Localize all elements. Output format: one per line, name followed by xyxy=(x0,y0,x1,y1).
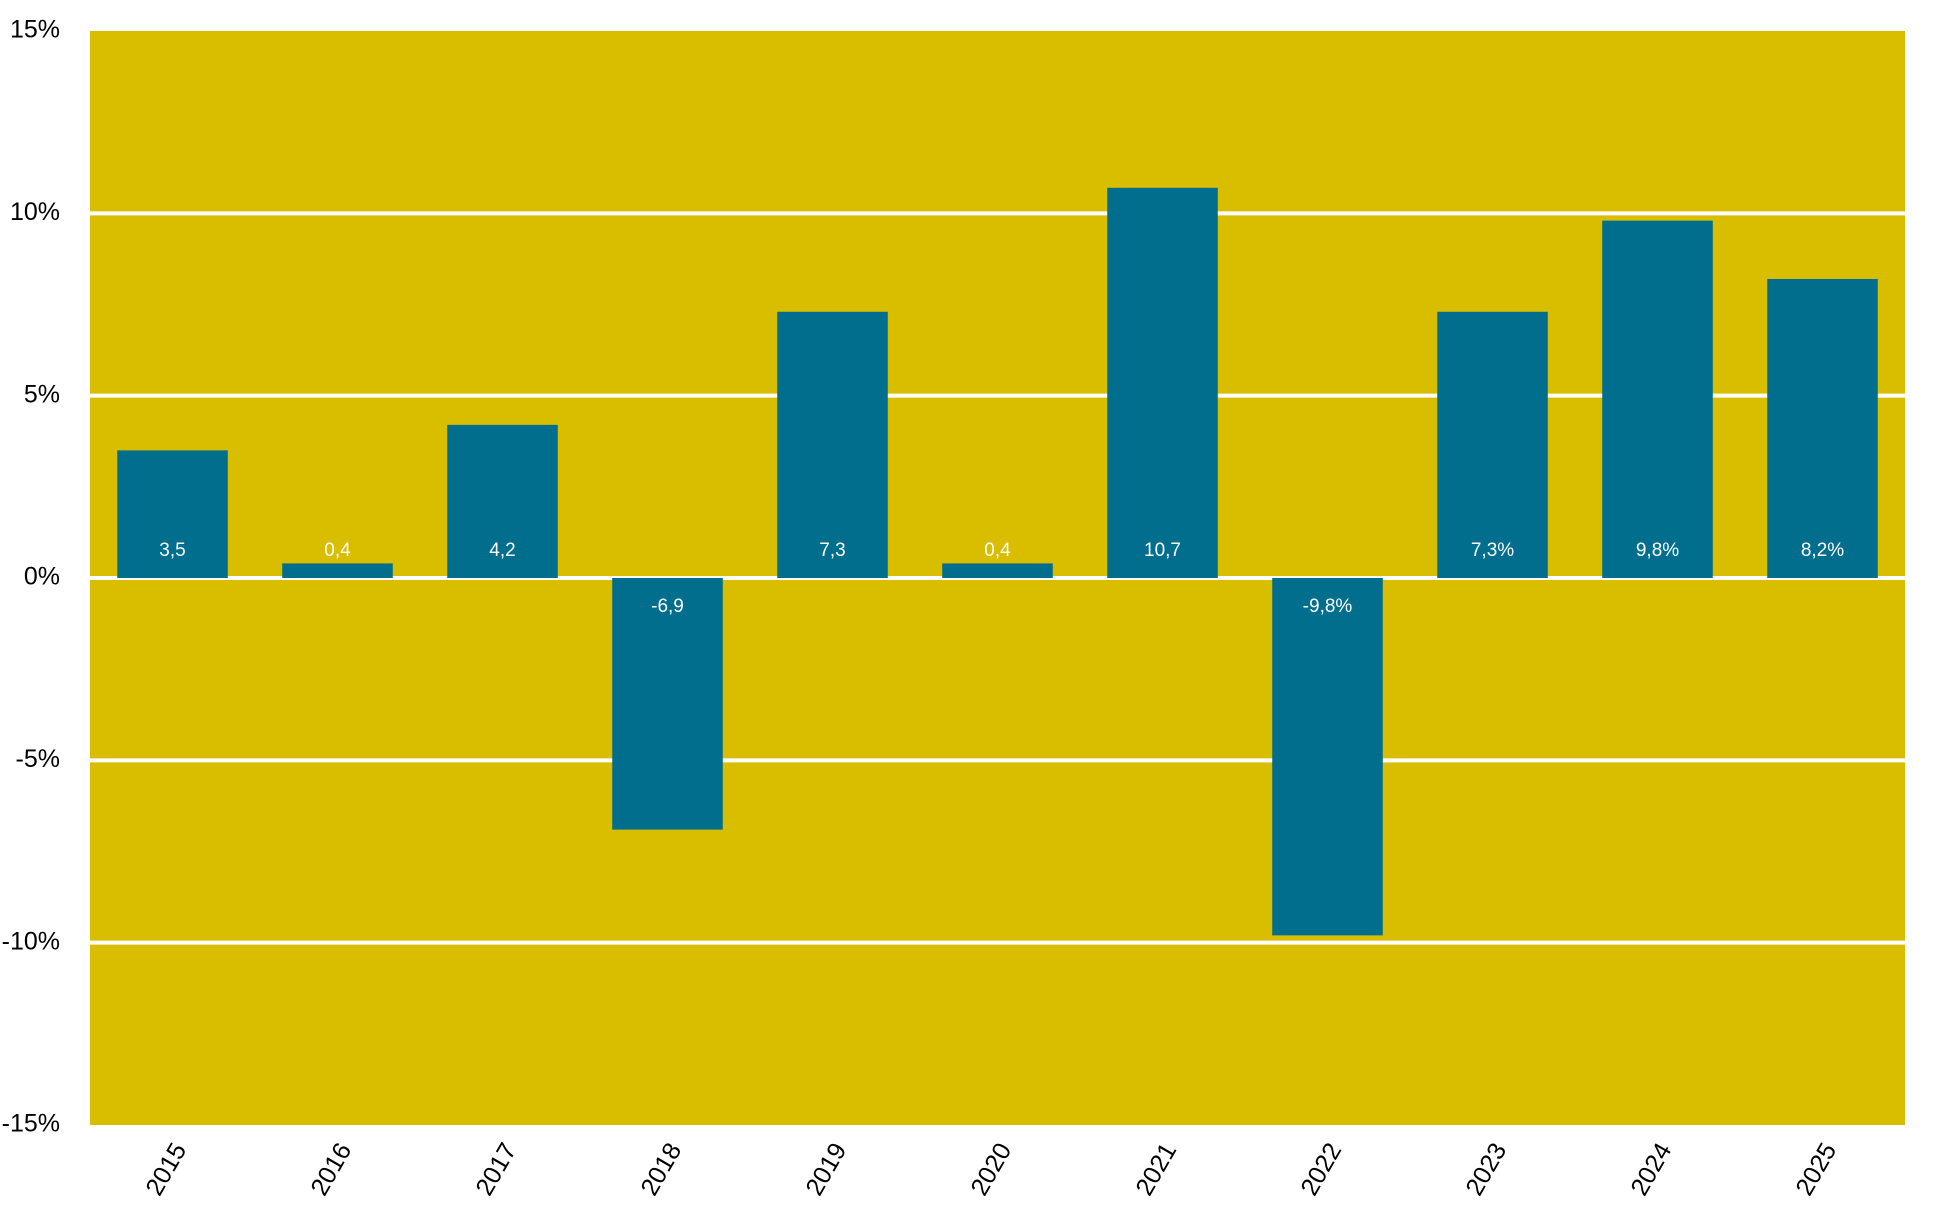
x-tick-label: 2016 xyxy=(305,1138,357,1200)
bar xyxy=(942,563,1053,578)
x-tick-label: 2022 xyxy=(1295,1138,1347,1200)
bar xyxy=(1272,578,1383,936)
value-label: 8,2% xyxy=(1801,540,1844,561)
x-tick-label: 2017 xyxy=(470,1138,522,1200)
bar xyxy=(1767,278,1878,578)
value-label: 4,2 xyxy=(489,540,515,561)
x-tick-label: 2015 xyxy=(140,1138,192,1200)
bar xyxy=(282,563,393,578)
value-label: -6,9 xyxy=(651,596,684,617)
x-tick-label: 2020 xyxy=(965,1138,1017,1200)
bar xyxy=(1602,220,1713,579)
y-tick-label: 5% xyxy=(24,380,60,408)
x-tick-label: 2019 xyxy=(800,1138,852,1200)
value-label: 9,8% xyxy=(1636,540,1679,561)
x-tick-label: 2023 xyxy=(1460,1138,1512,1200)
value-label: 7,3 xyxy=(819,540,845,561)
x-tick-label: 2021 xyxy=(1130,1138,1182,1200)
value-label: 0,4 xyxy=(324,540,351,561)
value-label: 10,7 xyxy=(1144,540,1181,561)
y-tick-label: 15% xyxy=(10,16,60,44)
y-tick-label: 10% xyxy=(10,198,60,226)
x-tick-label: 2025 xyxy=(1790,1138,1842,1200)
bar xyxy=(447,424,558,578)
y-tick-label: -15% xyxy=(2,1110,60,1138)
bar xyxy=(777,311,888,578)
y-tick-label: -5% xyxy=(16,745,60,773)
value-label: -9,8% xyxy=(1303,596,1353,617)
y-tick-label: -10% xyxy=(2,927,60,955)
value-label: 0,4 xyxy=(984,540,1011,561)
bar xyxy=(1437,311,1548,578)
value-label: 7,3% xyxy=(1471,540,1514,561)
value-label: 3,5 xyxy=(159,540,185,561)
x-tick-label: 2024 xyxy=(1625,1138,1677,1200)
bar xyxy=(117,450,228,578)
y-tick-label: 0% xyxy=(24,563,60,591)
x-tick-label: 2018 xyxy=(635,1138,687,1200)
bar xyxy=(612,578,723,830)
bar xyxy=(1107,187,1218,578)
